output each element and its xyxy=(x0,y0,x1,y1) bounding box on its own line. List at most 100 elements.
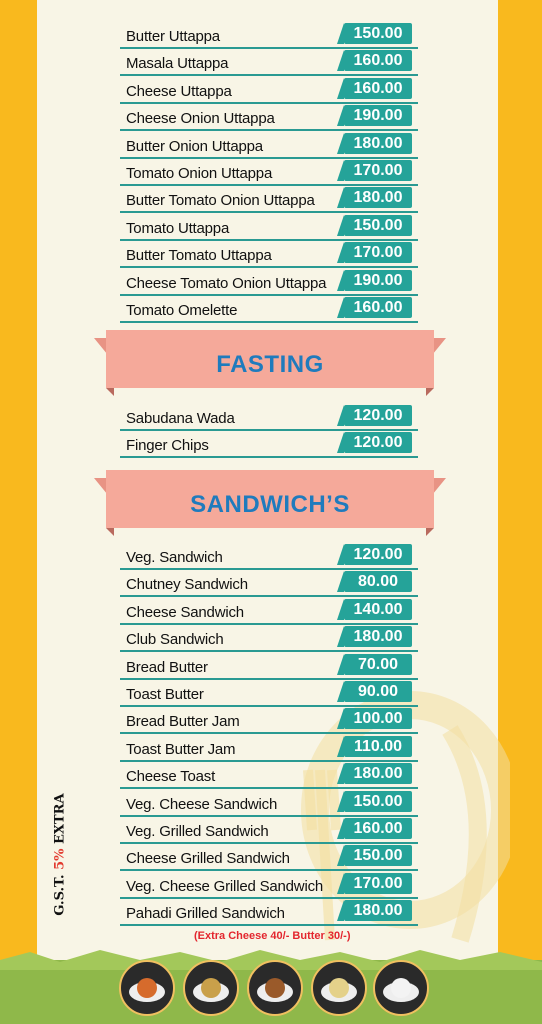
menu-item-row: Veg. Grilled Sandwich 160.00 xyxy=(120,817,418,844)
menu-item-row: Club Sandwich 180.00 xyxy=(120,625,418,653)
menu-item-row: Chutney Sandwich 80.00 xyxy=(120,570,418,598)
menu-item-name: Cheese Tomato Onion Uttappa xyxy=(126,274,327,292)
menu-item-name: Pahadi Grilled Sandwich xyxy=(126,905,285,923)
menu-item-price: 160.00 xyxy=(337,818,412,839)
menu-item-price: 180.00 xyxy=(337,626,412,648)
menu-item-row: Veg. Sandwich 120.00 xyxy=(120,543,418,570)
row-underline xyxy=(120,293,418,296)
menu-item-price: 90.00 xyxy=(337,681,412,702)
menu-item-row: Butter Tomato Onion Uttappa 180.00 xyxy=(120,186,418,214)
menu-item-row: Cheese Toast 180.00 xyxy=(120,762,418,790)
gst-text: G.S.T. 5% EXTRA xyxy=(53,785,68,925)
row-underline xyxy=(120,622,418,625)
menu-item-name: Cheese Grilled Sandwich xyxy=(126,850,290,868)
menu-item-row: Finger Chips 120.00 xyxy=(120,431,418,459)
row-underline xyxy=(120,156,418,159)
gst-prefix: G.S.T. xyxy=(52,874,68,916)
burger-icon xyxy=(247,960,303,1016)
row-underline xyxy=(120,47,418,49)
menu-item-name: Masala Uttappa xyxy=(126,55,229,73)
menu-item-price: 190.00 xyxy=(337,105,412,127)
menu-item-name: Butter Tomato Onion Uttappa xyxy=(126,192,315,210)
menu-item-row: Tomato Uttappa 150.00 xyxy=(120,214,418,241)
row-underline xyxy=(120,266,418,269)
menu-item-price: 160.00 xyxy=(337,297,412,318)
menu-item-row: Tomato Omelette 160.00 xyxy=(120,296,418,323)
menu-item-price: 120.00 xyxy=(337,432,412,454)
coffee-cup-icon xyxy=(373,960,429,1016)
row-underline xyxy=(120,321,418,323)
row-underline xyxy=(120,429,418,431)
gst-note: G.S.T. 5% EXTRA xyxy=(38,793,78,935)
menu-item-name: Toast Butter Jam xyxy=(126,740,236,758)
thali-icon xyxy=(119,960,175,1016)
extra-note: (Extra Cheese 40/- Butter 30/-) xyxy=(194,930,351,942)
menu-item-name: Cheese Toast xyxy=(126,768,216,786)
samosa-icon xyxy=(183,960,239,1016)
menu-item-price: 140.00 xyxy=(337,598,412,620)
menu-item-price: 120.00 xyxy=(337,544,412,565)
sandwich-title: SANDWICH’S xyxy=(190,491,350,518)
menu-item-price: 100.00 xyxy=(337,708,412,730)
fasting-title: FASTING xyxy=(216,351,324,378)
row-underline xyxy=(120,677,418,680)
row-underline xyxy=(120,129,418,132)
row-underline xyxy=(120,650,418,653)
menu-item-price: 160.00 xyxy=(337,77,412,99)
menu-item-name: Tomato Omelette xyxy=(126,302,238,319)
menu-item-name: Finger Chips xyxy=(126,437,209,455)
menu-item-price: 160.00 xyxy=(337,50,412,72)
menu-item-name: Sabudana Wada xyxy=(126,410,235,427)
menu-item-row: Pahadi Grilled Sandwich 180.00 xyxy=(120,899,418,927)
menu-item-name: Bread Butter xyxy=(126,658,208,676)
menu-item-row: Masala Uttappa 160.00 xyxy=(120,49,418,77)
row-underline xyxy=(120,101,418,104)
menu-item-name: Veg. Cheese Grilled Sandwich xyxy=(126,877,324,895)
menu-item-price: 190.00 xyxy=(337,269,412,291)
menu-item-name: Tomato Onion Uttappa xyxy=(126,165,273,182)
menu-item-row: Cheese Tomato Onion Uttappa 190.00 xyxy=(120,269,418,296)
menu-item-name: Cheese Uttappa xyxy=(126,82,232,100)
menu-item-price: 150.00 xyxy=(337,214,412,236)
menu-item-name: Butter Onion Uttappa xyxy=(126,137,263,155)
menu-item-row: Cheese Grilled Sandwich 150.00 xyxy=(120,844,418,872)
left-border xyxy=(0,0,37,1024)
menu-item-name: Toast Butter xyxy=(126,686,204,703)
menu-item-price: 170.00 xyxy=(337,242,412,264)
gst-suffix: EXTRA xyxy=(52,793,68,844)
menu-item-price: 110.00 xyxy=(337,735,412,757)
menu-item-name: Veg. Sandwich xyxy=(126,549,223,566)
menu-item-price: 150.00 xyxy=(337,790,412,812)
menu-item-row: Butter Uttappa 150.00 xyxy=(120,22,418,49)
row-underline xyxy=(120,924,418,927)
menu-item-row: Veg. Cheese Grilled Sandwich 170.00 xyxy=(120,872,418,899)
row-underline xyxy=(120,896,418,899)
ribbon-shape xyxy=(94,470,446,536)
menu-item-price: 70.00 xyxy=(337,653,412,675)
row-underline xyxy=(120,211,418,214)
menu-item-row: Bread Butter 70.00 xyxy=(120,653,418,680)
menu-item-name: Cheese Sandwich xyxy=(126,603,244,621)
menu-item-price: 80.00 xyxy=(337,571,412,593)
row-underline xyxy=(120,842,418,844)
menu-item-price: 120.00 xyxy=(337,405,412,426)
row-underline xyxy=(120,759,418,762)
menu-item-name: Veg. Grilled Sandwich xyxy=(126,823,269,840)
fasting-banner: FASTING xyxy=(94,330,446,402)
menu-item-price: 180.00 xyxy=(337,900,412,922)
row-underline xyxy=(120,732,418,735)
row-underline xyxy=(120,705,418,707)
row-underline xyxy=(120,787,418,790)
menu-item-row: Veg. Cheese Sandwich 150.00 xyxy=(120,790,418,817)
menu-item-row: Butter Onion Uttappa 180.00 xyxy=(120,132,418,159)
menu-item-price: 150.00 xyxy=(337,23,412,44)
menu-item-row: Butter Tomato Uttappa 170.00 xyxy=(120,241,418,269)
menu-item-name: Tomato Uttappa xyxy=(126,219,230,237)
menu-item-row: Bread Butter Jam 100.00 xyxy=(120,707,418,735)
menu-item-row: Sabudana Wada 120.00 xyxy=(120,404,418,431)
row-underline xyxy=(120,568,418,570)
menu-item-row: Cheese Sandwich 140.00 xyxy=(120,598,418,625)
menu-item-name: Bread Butter Jam xyxy=(126,713,240,731)
menu-item-name: Butter Tomato Uttappa xyxy=(126,247,272,265)
row-underline xyxy=(120,74,418,77)
